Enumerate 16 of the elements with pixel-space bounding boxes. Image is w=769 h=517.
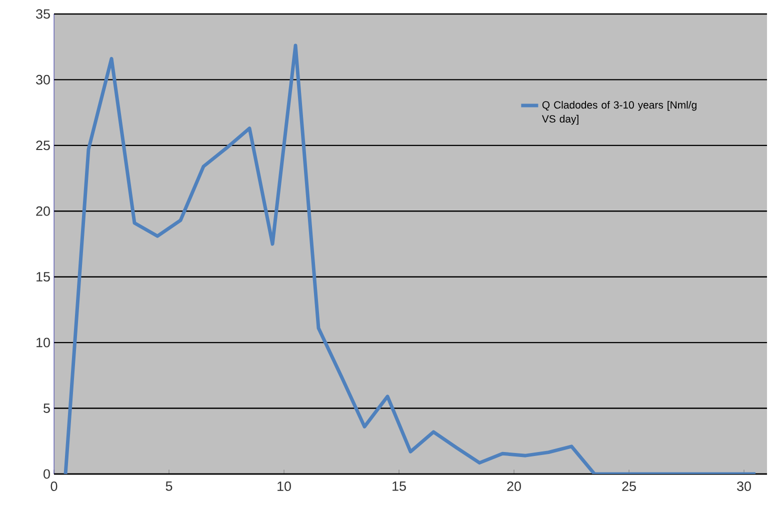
- x-tick-label: 25: [622, 482, 636, 492]
- y-tick-label: 35: [36, 9, 50, 19]
- x-tick-label: 15: [392, 482, 406, 491]
- x-tick-label: 0: [50, 482, 58, 492]
- y-tick-label: 10: [36, 338, 50, 348]
- y-tick-label: 30: [36, 74, 50, 84]
- y-tick-label: 15: [36, 272, 50, 282]
- x-tick-label: 5: [166, 482, 172, 491]
- y-tick-label: 0: [44, 469, 50, 479]
- y-tick-label: 5: [44, 404, 50, 413]
- x-tick-label: 20: [507, 482, 521, 492]
- y-tick-label: 25: [36, 140, 50, 150]
- x-tick-label: 30: [737, 482, 751, 492]
- legend-label: Q Cladodes of 3-10 years [Nml/g VS day]: [542, 100, 696, 125]
- y-tick-label: 20: [36, 206, 50, 216]
- x-tick-label: 10: [278, 482, 291, 492]
